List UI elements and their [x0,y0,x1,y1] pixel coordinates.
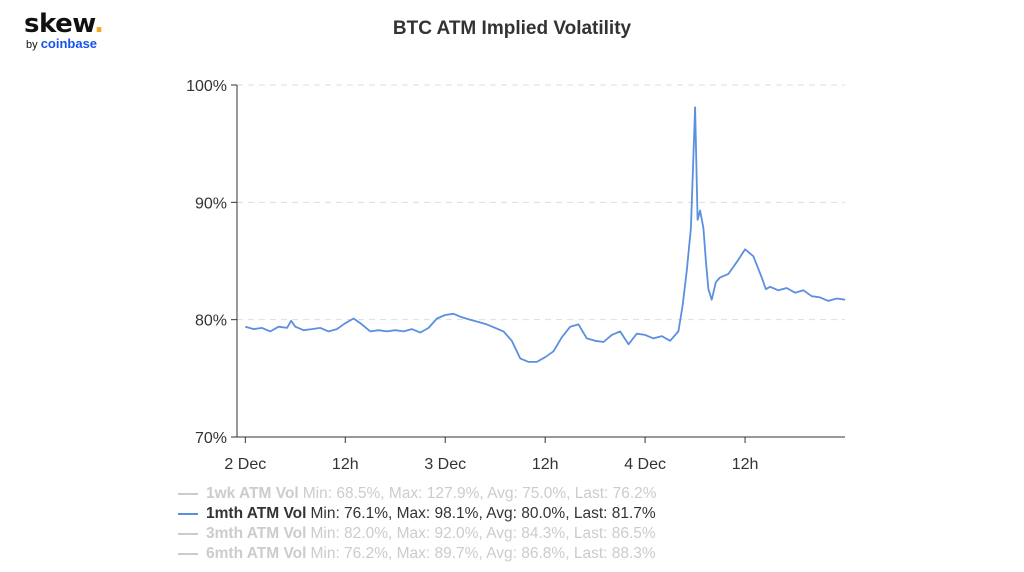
legend-item[interactable]: 1mth ATM Vol Min: 76.1%, Max: 98.1%, Avg:… [178,504,657,524]
legend: 1wk ATM Vol Min: 68.5%, Max: 127.9%, Avg:… [178,484,657,564]
x-tick-label: 12h [332,456,359,473]
legend-series-stats: Min: 76.2%, Max: 89.7%, Avg: 86.8%, Last… [310,545,656,562]
logo-byline: by coinbase [26,36,98,51]
legend-item[interactable]: 6mth ATM Vol Min: 76.2%, Max: 89.7%, Avg:… [178,544,657,564]
x-tick-label: 4 Dec [624,456,666,473]
legend-swatch [178,493,198,495]
grid-lines [237,84,845,321]
x-tick-label: 2 Dec [224,456,266,473]
logo-wordmark: skew. [24,9,104,39]
legend-series-stats: Min: 82.0%, Max: 92.0%, Avg: 84.3%, Last… [310,525,656,542]
legend-series-name: 1wk ATM Vol [206,485,299,502]
legend-item[interactable]: 1wk ATM Vol Min: 68.5%, Max: 127.9%, Avg:… [178,484,657,504]
legend-swatch [178,553,198,555]
x-tick-label: 12h [532,456,559,473]
legend-swatch [178,513,198,515]
y-tick-label: 70% [195,430,227,447]
series-layer [245,106,846,363]
y-tick-label: 100% [186,78,227,95]
y-tick-label: 80% [195,313,227,330]
legend-series-name: 6mth ATM Vol [206,545,307,562]
legend-series-stats: Min: 68.5%, Max: 127.9%, Avg: 75.0%, Las… [302,485,657,502]
chart-title: BTC ATM Implied Volatility [392,18,632,39]
axes: 70% 80% 90% 100% 2 Dec 12h 3 Dec 12h 4 Dec 12h [186,78,845,473]
skew-logo: skew. by coinbase [24,9,104,51]
series-line-1mth-atm-vol [245,106,846,363]
y-tick-label: 90% [195,195,227,212]
legend-swatch [178,533,198,535]
legend-item[interactable]: 3mth ATM Vol Min: 82.0%, Max: 92.0%, Avg:… [178,524,657,544]
legend-series-stats: Min: 76.1%, Max: 98.1%, Avg: 80.0%, Last… [310,505,656,522]
legend-series-name: 3mth ATM Vol [206,525,307,542]
x-tick-label: 12h [732,456,759,473]
x-tick-label: 3 Dec [424,456,466,473]
legend-series-name: 1mth ATM Vol [206,505,307,522]
